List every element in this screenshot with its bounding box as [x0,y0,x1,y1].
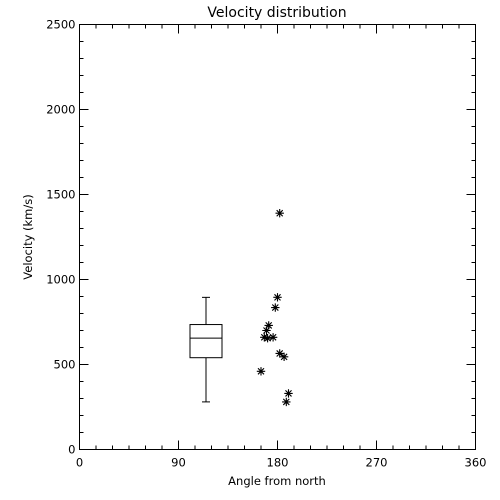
chart-title: Velocity distribution [207,5,346,21]
data-point [262,326,271,335]
data-point [284,389,293,398]
y-axis-ticks: 0 500 1000 1500 2000 2500 [46,18,476,457]
data-point [275,209,284,218]
y-tick-label: 1500 [46,188,75,202]
data-point [282,397,291,407]
y-tick-label: 1000 [46,273,75,287]
y-axis-label: Velocity (km/s) [21,194,35,279]
boxplot [189,296,223,403]
y-tick-label: 2000 [46,103,75,117]
data-point [264,321,273,330]
x-axis-label: Angle from north [228,474,326,488]
data-point [263,333,272,343]
plot-frame [79,24,476,450]
x-tick-label: 360 [465,456,487,470]
x-tick-label: 270 [366,456,388,470]
x-tick-label: 90 [171,456,186,470]
data-point [271,303,280,312]
y-tick-label: 0 [68,443,75,457]
box-iqr [189,324,223,359]
data-point [275,349,284,358]
x-tick-label: 180 [267,456,289,470]
data-point [279,352,289,362]
data-point [273,293,282,302]
plot-area: 0 90 180 270 360 0 500 1000 1500 2000 2500 [46,18,486,470]
x-tick-label: 0 [76,456,83,470]
y-tick-label: 500 [54,358,76,372]
data-point [260,333,269,342]
y-tick-label: 2500 [46,18,75,32]
data-point [268,333,278,342]
x-axis-ticks: 0 90 180 270 360 [76,24,487,470]
data-points [256,209,293,407]
data-point [256,367,266,376]
